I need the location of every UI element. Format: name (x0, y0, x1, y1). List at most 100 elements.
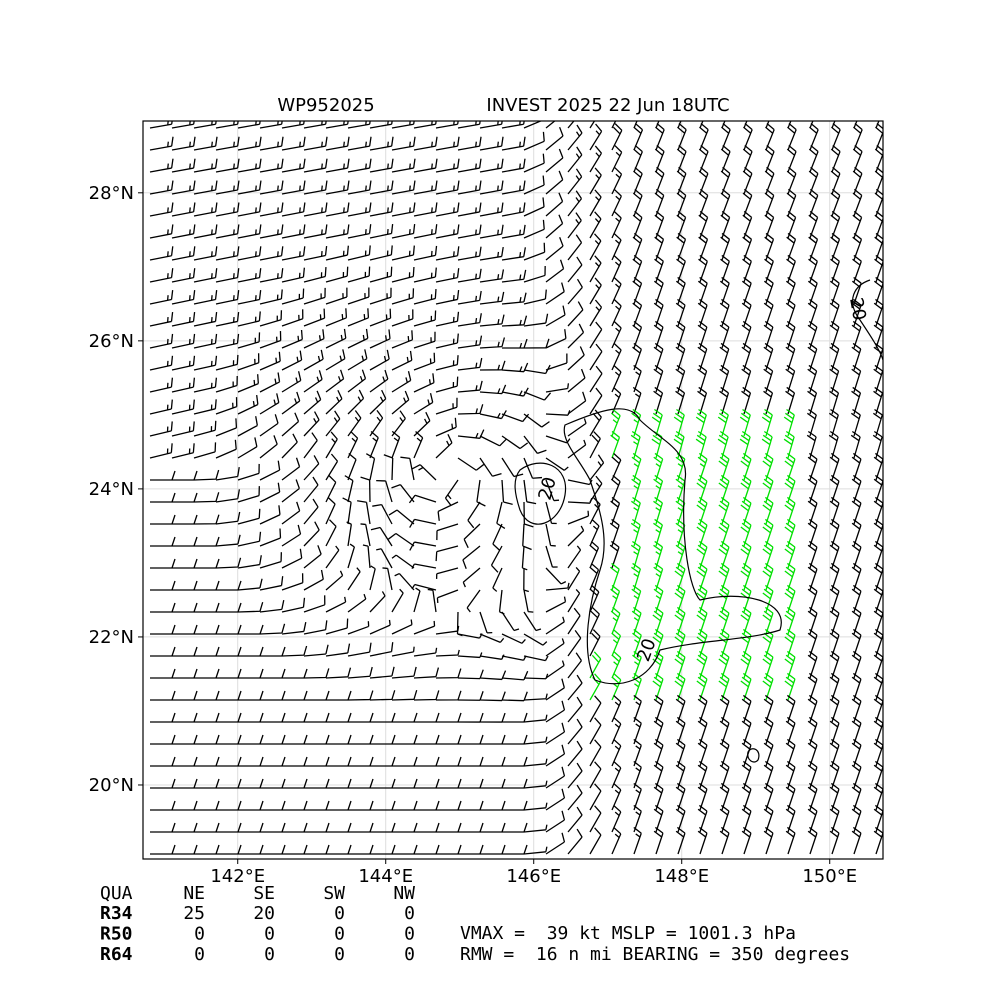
wind-barb (567, 718, 583, 745)
info-line: RMW = 16 n mi BEARING = 350 degrees (460, 944, 850, 965)
wind-barb (347, 180, 372, 195)
wind-barb (215, 354, 239, 371)
wind-barb (479, 158, 504, 173)
wind-barb (326, 712, 352, 723)
wind-barb (501, 413, 530, 423)
wind-barb (347, 349, 368, 371)
wind-barb (150, 602, 176, 613)
wind-barb (435, 355, 459, 371)
wind-barb (567, 391, 587, 415)
wind-barb (567, 124, 583, 151)
wind-barb (457, 404, 484, 415)
wind-barb (281, 224, 306, 239)
wind-barb (479, 611, 493, 634)
wind-barb (171, 268, 196, 283)
wind-barb (502, 822, 528, 833)
wind-barb (369, 591, 386, 613)
wind-barb (282, 756, 308, 767)
wind-barb (369, 180, 394, 195)
wind-barb (347, 666, 373, 679)
wind-barb (653, 826, 664, 855)
wind-barb (413, 712, 440, 723)
wind-barb (369, 266, 393, 283)
wind-barb (653, 452, 664, 481)
wind-barb (281, 202, 306, 217)
wind-barb (523, 758, 548, 767)
wind-barb (589, 145, 603, 173)
wind-barb (194, 602, 220, 613)
wind-barb (150, 844, 176, 855)
wind-barb (457, 380, 483, 393)
wind-barb (414, 778, 440, 789)
wind-barb (480, 844, 506, 855)
wind-barb (149, 246, 174, 261)
wind-barb (632, 650, 642, 679)
wind-barb (631, 452, 642, 481)
wind-barb (171, 421, 195, 437)
wind-barb (436, 734, 462, 745)
wind-barb (281, 645, 308, 657)
title-left: WP952025 (277, 95, 374, 116)
wind-barb (171, 246, 196, 261)
wind-barb (740, 628, 752, 657)
wind-barb (281, 622, 307, 635)
wind-barb (589, 783, 602, 811)
wind-barb (193, 311, 218, 327)
wind-barb (370, 800, 396, 811)
wind-barb (630, 540, 641, 569)
wind-barb (480, 800, 506, 811)
wind-barb (413, 411, 431, 437)
wind-barb (479, 121, 503, 129)
y-tick-label: 26°N (89, 331, 134, 352)
wind-barb (171, 290, 196, 305)
wind-barb (369, 136, 394, 151)
wind-barb (545, 383, 570, 393)
wind-barb (567, 323, 585, 349)
wind-barb (435, 625, 460, 635)
wind-barb (718, 672, 730, 701)
wind-barb (194, 712, 220, 723)
wind-barb (435, 333, 459, 349)
wind-barb (457, 136, 482, 151)
wind-barb (281, 479, 300, 503)
wind-barb (303, 266, 327, 283)
wind-barbs (149, 121, 883, 855)
wind-barb (149, 180, 174, 195)
wind-barb (172, 712, 198, 723)
x-tick-label: 142°E (210, 866, 265, 887)
wind-barb (784, 628, 796, 657)
wind-barb (467, 501, 481, 529)
wind-barb (567, 346, 585, 371)
wind-barb (545, 282, 565, 305)
wind-barb (391, 180, 416, 195)
wind-barb (150, 470, 176, 481)
wind-barb (695, 430, 707, 459)
wind-barb (238, 668, 264, 679)
wind-barb (193, 442, 217, 459)
wind-barb (303, 390, 322, 415)
wind-barb (718, 562, 730, 591)
wind-barb (362, 544, 371, 569)
wind-barb (762, 672, 774, 701)
wind-barb (413, 121, 437, 129)
wind-barb (194, 756, 220, 767)
wind-barb (435, 224, 460, 239)
wind-barb (259, 576, 284, 591)
wind-barb (237, 416, 258, 437)
wind-barb (589, 761, 602, 789)
wind-barb (172, 624, 198, 635)
wind-barb (149, 224, 174, 239)
wind-barb (391, 224, 416, 239)
table-cell: 0 (194, 944, 205, 965)
wind-barb (610, 584, 621, 613)
wind-barb (739, 408, 751, 437)
contour (747, 748, 760, 763)
wind-barb (435, 668, 462, 679)
wind-barb (850, 408, 861, 437)
wind-barb (259, 246, 284, 261)
wind-barb (589, 651, 602, 679)
wind-barb (391, 330, 414, 349)
wind-barb (567, 566, 581, 591)
wind-barb (172, 580, 198, 591)
wind-barb (589, 454, 605, 481)
